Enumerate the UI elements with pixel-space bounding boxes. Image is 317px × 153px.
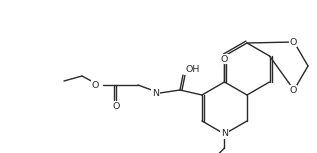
Text: OH: OH [186, 65, 200, 73]
Text: O: O [289, 86, 297, 95]
Text: O: O [92, 80, 99, 90]
Text: N: N [152, 88, 159, 97]
Text: O: O [112, 101, 120, 110]
Text: O: O [221, 54, 228, 63]
Text: N: N [221, 129, 228, 138]
Text: O: O [289, 37, 297, 47]
